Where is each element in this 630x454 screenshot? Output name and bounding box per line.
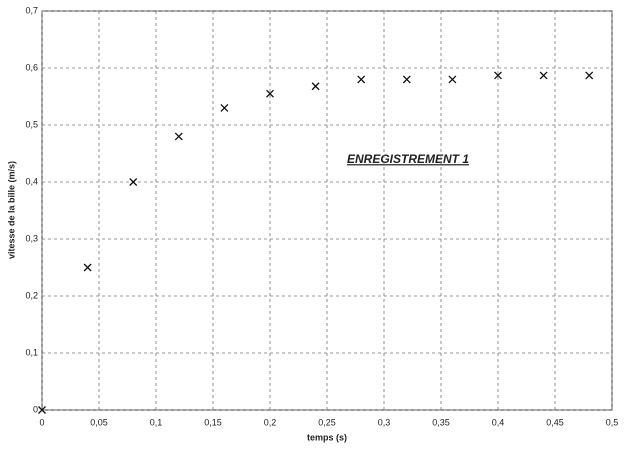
y-tick-label: 0	[33, 404, 38, 414]
data-point	[129, 178, 138, 186]
data-point	[585, 71, 594, 80]
data-point	[448, 75, 457, 84]
data-point	[402, 75, 411, 84]
data-point	[83, 263, 92, 272]
x-tick-label: 0,4	[492, 417, 505, 427]
data-point	[311, 82, 320, 91]
y-tick-label: 0,2	[25, 290, 38, 300]
x-tick-label: 0,25	[318, 417, 336, 427]
y-axis-title: vitesse de la bille (m/s)	[6, 161, 16, 259]
data-point	[174, 132, 183, 141]
x-tick-label: 0,2	[264, 417, 277, 427]
data-point	[539, 71, 548, 80]
data-point	[494, 71, 502, 80]
y-tick-label: 0,7	[25, 5, 38, 15]
x-tick-label: 0,5	[606, 417, 619, 427]
data-point	[220, 103, 229, 112]
x-tick-label: 0,15	[204, 417, 222, 427]
x-tick-label: 0,1	[150, 417, 163, 427]
x-tick-label: 0	[39, 417, 44, 427]
x-tick-label: 0,3	[378, 417, 391, 427]
data-point	[266, 89, 274, 98]
annotation: ENREGISTREMENT 1	[347, 152, 469, 166]
data-point	[38, 406, 46, 414]
x-tick-label: 0,45	[546, 417, 564, 427]
y-tick-label: 0,1	[25, 347, 38, 357]
y-tick-label: 0,6	[25, 62, 38, 72]
x-axis-title: temps (s)	[307, 432, 347, 442]
y-tick-label: 0,5	[25, 119, 38, 129]
data-point	[357, 75, 366, 84]
x-tick-label: 0,35	[432, 417, 450, 427]
x-tick-label: 0,05	[90, 417, 108, 427]
y-tick-label: 0,4	[25, 176, 38, 186]
y-tick-label: 0,3	[25, 233, 38, 243]
